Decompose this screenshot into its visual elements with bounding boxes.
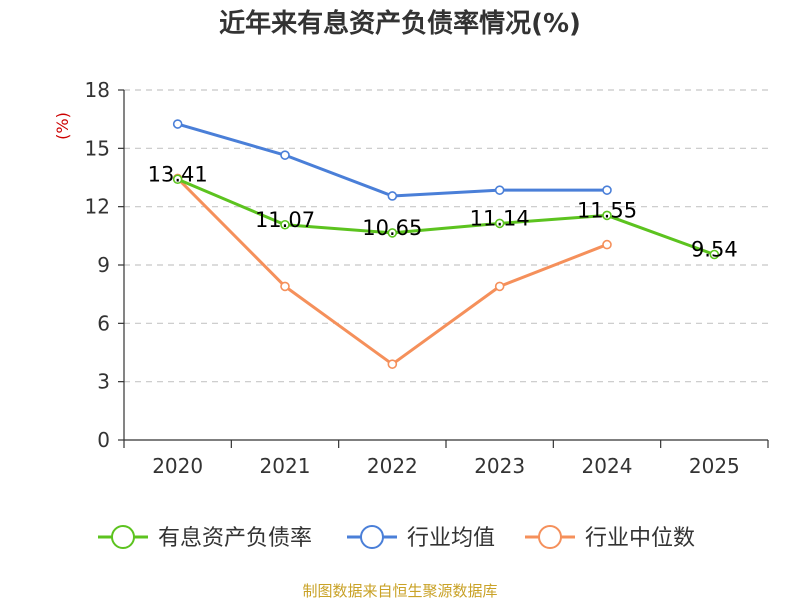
data-point bbox=[602, 239, 612, 250]
data-point bbox=[602, 210, 612, 221]
x-tick-label: 2021 bbox=[260, 454, 311, 478]
source-note: 制图数据来自恒生聚源数据库 bbox=[302, 582, 497, 600]
series-line bbox=[176, 122, 609, 198]
legend-item: 行业均值 bbox=[347, 525, 495, 551]
y-tick-label: 9 bbox=[97, 253, 110, 277]
data-point bbox=[387, 359, 398, 369]
y-tick-label: 15 bbox=[85, 136, 110, 160]
data-point bbox=[494, 185, 505, 195]
series-line bbox=[176, 177, 716, 256]
series-2 bbox=[172, 173, 612, 369]
legend-label: 行业均值 bbox=[407, 526, 495, 551]
data-point bbox=[709, 249, 720, 260]
gridlines bbox=[124, 89, 768, 383]
data-point bbox=[494, 218, 505, 229]
chart-title: 近年来有息资产负债率情况(%) bbox=[219, 8, 581, 39]
data-label: 11.55 bbox=[577, 198, 637, 222]
y-tick-label: 3 bbox=[97, 370, 110, 394]
axes: 0 3 6 9 12 15 18 2020 2021 2022 2023 2024 2025 bbox=[85, 78, 769, 478]
x-tick-label: 2024 bbox=[582, 454, 633, 478]
data-point bbox=[387, 191, 398, 201]
x-tick-label: 2020 bbox=[152, 454, 203, 478]
legend-marker bbox=[538, 525, 562, 549]
legend-item: 有息资产负债率 bbox=[98, 525, 312, 551]
data-label: 9.54 bbox=[691, 238, 738, 262]
legend-label: 有息资产负债率 bbox=[158, 526, 312, 551]
y-tick-label: 6 bbox=[97, 311, 110, 335]
legend-item: 行业中位数 bbox=[525, 525, 695, 551]
x-tick-label: 2023 bbox=[474, 454, 525, 478]
data-point bbox=[172, 119, 183, 129]
series-lines bbox=[172, 119, 720, 369]
data-point bbox=[494, 281, 505, 292]
data-point bbox=[280, 150, 290, 160]
data-label: 11.07 bbox=[255, 208, 315, 232]
legend-label: 行业中位数 bbox=[585, 526, 695, 551]
data-point bbox=[172, 174, 183, 185]
y-tick-label: 18 bbox=[85, 78, 110, 102]
legend-marker bbox=[111, 525, 135, 549]
legend: 有息资产负债率 行业均值 行业中位数 bbox=[98, 525, 695, 551]
x-tick-label: 2022 bbox=[367, 454, 418, 478]
series-1 bbox=[172, 119, 612, 201]
data-labels: 13.41 11.07 10.65 11.14 11.55 9.54 bbox=[148, 162, 738, 261]
data-label: 10.65 bbox=[362, 216, 422, 240]
data-label: 13.41 bbox=[148, 162, 208, 186]
data-label: 11.14 bbox=[470, 206, 530, 230]
data-point bbox=[602, 185, 612, 195]
data-point bbox=[387, 228, 398, 238]
y-tick-label: 12 bbox=[85, 195, 110, 219]
x-tick-label: 2025 bbox=[689, 454, 740, 478]
series-0 bbox=[172, 174, 720, 260]
legend-marker bbox=[360, 525, 384, 549]
y-axis-label: (%) bbox=[53, 112, 72, 140]
data-point bbox=[280, 219, 290, 230]
y-tick-label: 0 bbox=[97, 428, 110, 452]
data-point bbox=[280, 281, 290, 292]
